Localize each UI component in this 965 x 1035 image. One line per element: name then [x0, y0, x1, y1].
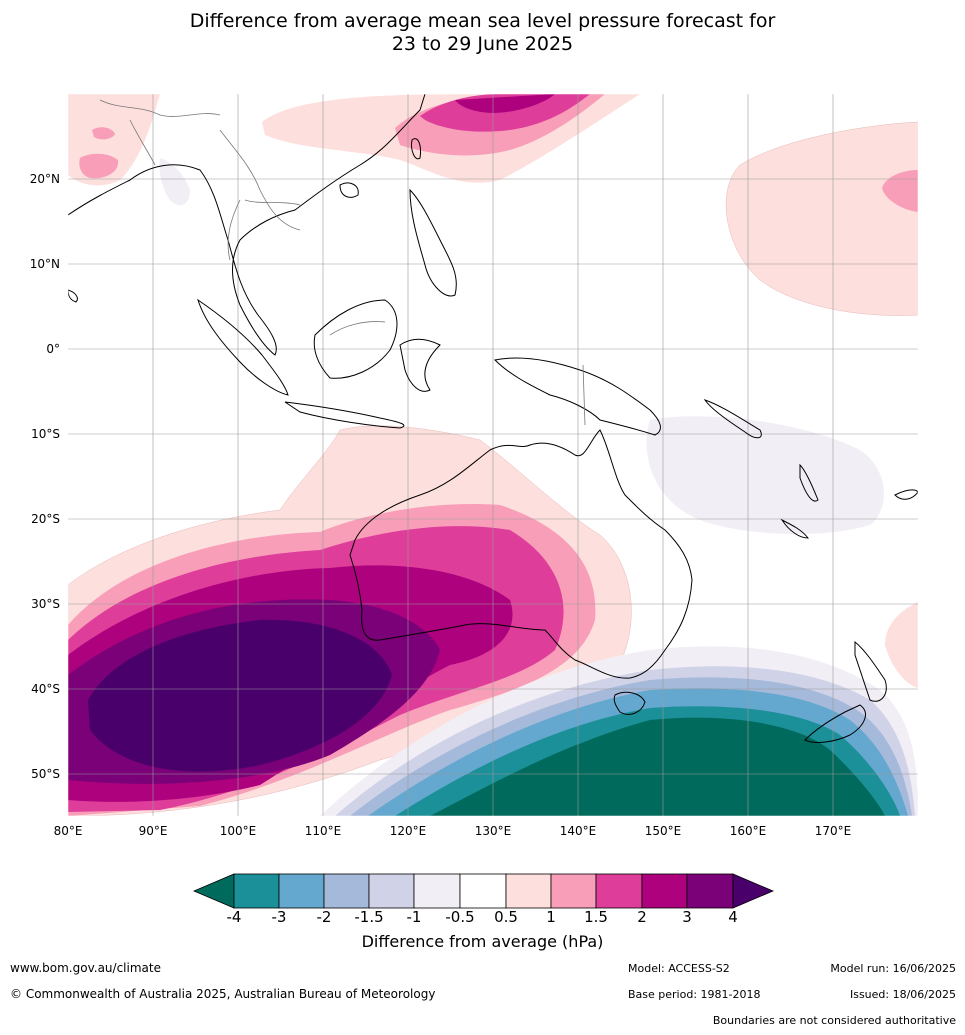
negative-anomaly-south-east	[320, 646, 918, 816]
coastlines	[68, 94, 918, 743]
colorbar-tick-label: -1.5	[354, 908, 383, 926]
lat-label: 50°S	[31, 767, 60, 781]
colorbar-bin	[459, 873, 507, 909]
colorbar-bin	[368, 873, 415, 909]
sumatra-coastline	[197, 298, 289, 396]
negative-anomaly-coral-sea	[646, 416, 884, 535]
philippines-coastline	[409, 188, 457, 297]
colorbar-tick-label: 2	[637, 908, 647, 926]
lon-label: 120°E	[390, 824, 427, 838]
positive-anomaly-north-china-sea	[262, 94, 640, 183]
new-zealand-north-coastline	[854, 640, 887, 702]
colorbar-tick-label: -4	[227, 908, 242, 926]
colorbar-tick-label: 4	[728, 908, 738, 926]
lat-label: 0°	[46, 342, 60, 356]
lon-label: 150°E	[645, 824, 682, 838]
lon-label: 90°E	[139, 824, 168, 838]
lat-label: 20°N	[30, 172, 60, 186]
sri-lanka-coastline	[68, 289, 78, 303]
lon-label: 110°E	[305, 824, 342, 838]
taiwan-coastline	[411, 138, 421, 160]
map-title: Difference from average mean sea level p…	[0, 10, 965, 56]
colorbar-tick-label: -3	[272, 908, 287, 926]
hainan-coastline	[339, 182, 359, 198]
colorbar-bin	[323, 873, 370, 909]
longitude-labels: 80°E 90°E 100°E 110°E 120°E 130°E 140°E …	[54, 824, 852, 838]
website-link[interactable]: www.bom.gov.au/climate	[10, 961, 161, 975]
lon-label: 160°E	[730, 824, 767, 838]
new-caledonia-coastline	[780, 518, 810, 539]
colorbar-tick-label: -0.5	[445, 908, 474, 926]
fiji-coastline	[894, 489, 918, 500]
issued-date: Issued: 18/06/2025	[849, 988, 956, 1001]
colorbar-bin	[233, 873, 280, 909]
graticule	[68, 94, 918, 816]
solomon-islands-coastline	[703, 399, 762, 439]
copyright-text: © Commonwealth of Australia 2025, Austra…	[10, 987, 436, 1001]
lon-label: 130°E	[475, 824, 512, 838]
colorbar-bin	[686, 873, 734, 909]
lat-label: 40°S	[31, 682, 60, 696]
colorbar-tick-label: -2	[317, 908, 332, 926]
base-period: Base period: 1981-2018	[628, 988, 761, 1001]
colorbar-bin	[550, 873, 597, 909]
lon-label: 170°E	[815, 824, 852, 838]
colorbar-bin	[641, 873, 688, 909]
colorbar-tick-label: 1.5	[584, 908, 608, 926]
colorbar-bin	[595, 873, 643, 909]
country-borders	[99, 99, 586, 426]
sulawesi-coastline	[399, 338, 441, 392]
lat-label: 10°S	[31, 427, 60, 441]
australia-coastline	[349, 429, 693, 679]
colorbar-bin	[505, 873, 552, 909]
lon-label: 140°E	[560, 824, 597, 838]
positive-anomaly-north-india	[68, 94, 190, 206]
map-title-line1: Difference from average mean sea level p…	[189, 10, 776, 32]
tasmania-coastline	[613, 691, 646, 715]
vanuatu-coastline	[799, 463, 819, 502]
colorbar-title: Difference from average (hPa)	[361, 932, 604, 951]
map-area	[68, 94, 918, 816]
java-coastline	[284, 401, 405, 429]
new-zealand-south-coastline	[804, 704, 866, 743]
map-title-line2: 23 to 29 June 2025	[391, 33, 574, 55]
model-name: Model: ACCESS-S2	[628, 962, 730, 975]
colorbar-bin	[413, 873, 461, 909]
positive-anomaly-south-west	[68, 425, 632, 816]
colorbar: -4 -3 -2 -1.5 -1 -0.5 0.5 1 1.5 2 3 4	[192, 873, 775, 926]
lon-label: 80°E	[54, 824, 83, 838]
positive-anomaly-north-pacific	[726, 121, 918, 316]
positive-anomaly-tasman-east	[885, 602, 918, 688]
boundaries-disclaimer: Boundaries are not considered authoritat…	[712, 1014, 956, 1027]
lat-label: 30°S	[31, 597, 60, 611]
colorbar-tick-label: 0.5	[494, 908, 518, 926]
latitude-labels: 20°N 10°N 0° 10°S 20°S 30°S 40°S 50°S	[30, 172, 60, 781]
colorbar-tick-label: -1	[407, 908, 422, 926]
borneo-coastline	[313, 299, 398, 379]
colorbar-min-arrow	[192, 873, 235, 909]
lat-label: 10°N	[30, 257, 60, 271]
lon-label: 100°E	[220, 824, 257, 838]
colorbar-bin	[278, 873, 325, 909]
lat-label: 20°S	[31, 512, 60, 526]
colorbar-tick-label: 1	[546, 908, 556, 926]
new-guinea-coastline	[493, 357, 661, 436]
colorbar-tick-label: 3	[682, 908, 692, 926]
asia-mainland-coastline	[68, 94, 426, 356]
model-run-date: Model run: 16/06/2025	[830, 962, 956, 975]
colorbar-max-arrow	[732, 873, 775, 909]
